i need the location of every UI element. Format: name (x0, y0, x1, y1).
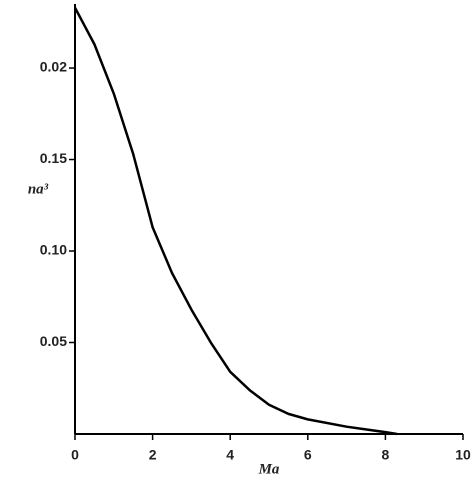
x-tick-label: 4 (226, 447, 234, 463)
y-axis-label: na³ (28, 181, 49, 197)
x-tick-label: 8 (382, 447, 390, 463)
x-tick-label: 2 (149, 447, 157, 463)
x-tick-label: 0 (71, 447, 79, 463)
y-tick-label: 0.15 (40, 150, 67, 166)
x-tick-label: 6 (304, 447, 312, 463)
y-tick-label: 0.05 (40, 333, 67, 349)
y-tick-label: 0.10 (40, 242, 67, 258)
x-tick-label: 10 (455, 447, 471, 463)
y-tick-label: 0.02 (40, 59, 67, 75)
curve (73, 7, 398, 436)
x-axis-label: Ma (258, 461, 280, 477)
